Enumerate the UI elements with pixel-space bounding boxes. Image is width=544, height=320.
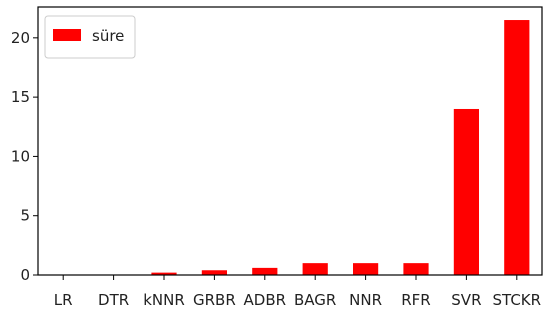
bar-nnr: [353, 263, 379, 275]
x-tick-label: NNR: [349, 291, 382, 309]
x-tick-label: GRBR: [193, 291, 236, 309]
x-tick-label: BAGR: [294, 291, 336, 309]
x-tick-label: RFR: [401, 291, 430, 309]
legend-swatch: [53, 29, 81, 41]
x-tick-label: kNNR: [143, 291, 185, 309]
y-tick-label: 15: [11, 88, 30, 106]
y-axis-ticks: 0 5 10 15 20: [11, 29, 38, 284]
x-tick-label: ADBR: [244, 291, 287, 309]
y-tick-label: 20: [11, 29, 30, 47]
bar-stckr: [504, 20, 530, 275]
bar-grbr: [201, 270, 227, 275]
x-tick-label: SVR: [451, 291, 481, 309]
legend-label: süre: [92, 27, 124, 45]
y-tick-label: 5: [20, 207, 30, 225]
bar-svr: [453, 108, 479, 275]
bar-bagr: [302, 263, 328, 275]
legend-box: [44, 15, 136, 59]
bar-adbr: [252, 267, 278, 275]
x-tick-label: DTR: [98, 291, 129, 309]
axes-layer: [37, 6, 543, 276]
bar-rfr: [403, 263, 429, 275]
bars-layer: [151, 20, 530, 275]
y-tick-label: 10: [11, 147, 30, 165]
plot-frame: [37, 6, 543, 276]
x-tick-label: LR: [54, 291, 73, 309]
legend: süre: [44, 15, 136, 59]
bar-knnr: [151, 272, 177, 275]
x-axis-ticks: LR DTR kNNR GRBR ADBR BAGR NNR RFR SVR STCKR: [54, 275, 541, 309]
x-tick-label: STCKR: [493, 291, 542, 309]
y-tick-label: 0: [20, 266, 30, 284]
